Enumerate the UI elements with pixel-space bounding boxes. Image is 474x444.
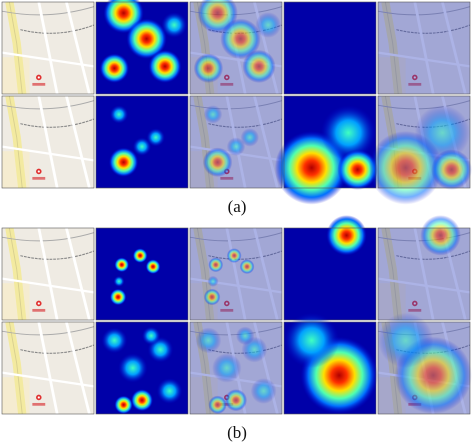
heat-blob (118, 353, 148, 383)
tile-border (377, 95, 471, 189)
heat-blob (101, 327, 128, 354)
tint (378, 2, 470, 94)
heatmap-tile (96, 96, 188, 188)
heatmap-tile (284, 312, 378, 414)
heatmap-tile (284, 215, 376, 320)
heat-blob (146, 128, 165, 147)
tile-border (1, 321, 95, 415)
heat-blob (161, 12, 188, 38)
map-tile (2, 96, 94, 188)
tile-border (1, 95, 95, 189)
tile-border (95, 227, 189, 321)
tile-border (1, 227, 95, 321)
heat-blob (148, 49, 182, 83)
heat-blob (132, 137, 152, 156)
overlay-tile (368, 96, 472, 205)
heat-blob (226, 137, 246, 156)
heat-blob (203, 288, 221, 306)
tile-border (95, 321, 189, 415)
tile-border (377, 321, 471, 415)
figure-tiles (1, 0, 472, 415)
heat-blob (202, 147, 233, 177)
heat-blob (337, 149, 378, 190)
heat-blob (226, 248, 242, 263)
heat-blob (208, 257, 224, 273)
heat-blob (99, 53, 130, 83)
heat-blob (193, 53, 224, 83)
heat-blob (378, 312, 434, 368)
heatmap-tile (274, 96, 378, 205)
heatmap-bg (96, 228, 188, 320)
heat-blob (114, 395, 133, 414)
heat-blob (113, 275, 125, 287)
overlay-tile (378, 2, 470, 94)
caption: (a) (228, 197, 247, 216)
heatmap-tile (96, 322, 188, 414)
heat-blob (326, 215, 367, 256)
heat-blob (250, 378, 277, 404)
heatmap-bg (284, 2, 376, 94)
tile-border (95, 1, 189, 95)
heat-blob (207, 275, 219, 287)
heat-blob (414, 105, 470, 161)
heat-blob (240, 128, 259, 147)
heat-blob (109, 105, 129, 124)
overlay-tile (190, 228, 282, 320)
heat-blob (130, 389, 154, 412)
heat-blob (132, 248, 148, 263)
heat-blob (142, 326, 161, 345)
heat-blob (255, 12, 282, 38)
heat-blob (114, 257, 130, 273)
heatmap-tile (96, 0, 188, 94)
tile-border (189, 321, 283, 415)
map-tile (2, 228, 94, 320)
heat-blob (126, 18, 167, 60)
tile-border (189, 95, 283, 189)
heat-blob (284, 312, 340, 368)
heat-blob (236, 326, 255, 345)
heatmap-tile (96, 228, 188, 320)
tile-border (95, 95, 189, 189)
heat-blob (320, 105, 376, 161)
heat-blob (239, 259, 255, 274)
heat-blob (208, 395, 227, 414)
heat-blob (220, 18, 261, 60)
heatmap-tile (284, 2, 376, 94)
tile-border (283, 1, 377, 95)
overlay-tile (378, 215, 470, 320)
heat-blob (108, 147, 139, 177)
heat-blob (203, 105, 223, 124)
overlay-tile (190, 322, 282, 414)
heat-blob (212, 353, 242, 383)
heat-blob (224, 389, 248, 412)
heat-blob (195, 327, 222, 354)
heat-blob (242, 49, 276, 83)
tint (190, 228, 282, 320)
tile-border (1, 1, 95, 95)
tile-border (189, 227, 283, 321)
tile-border (189, 1, 283, 95)
overlay-tile (378, 312, 472, 414)
tile-border (283, 321, 377, 415)
tile-border (283, 95, 377, 189)
overlay-tile (190, 0, 282, 94)
tile-border (377, 1, 471, 95)
heat-blob (109, 288, 127, 306)
heat-blob (420, 215, 461, 256)
map-tile (2, 2, 94, 94)
heat-blob (431, 149, 472, 190)
overlay-tile (190, 96, 282, 188)
heat-blob (156, 378, 183, 404)
caption: (b) (227, 423, 247, 442)
map-tile (2, 322, 94, 414)
heat-blob (145, 259, 161, 274)
